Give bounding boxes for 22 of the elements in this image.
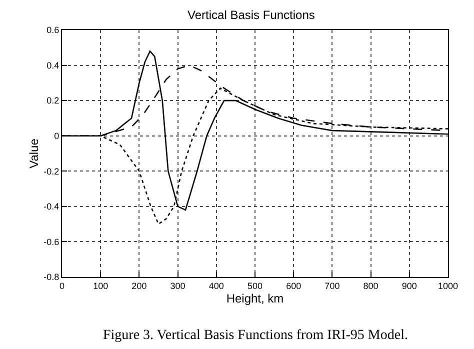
caption: Figure 3. Vertical Basis Functions from IRI-95 Model. xyxy=(103,328,408,343)
x-tick-label: 400 xyxy=(208,280,224,291)
x-tick-label: 200 xyxy=(132,280,147,291)
y-axis-title: Value xyxy=(26,138,41,168)
x-tick-label: 100 xyxy=(93,280,108,291)
y-tick-label: 0.6 xyxy=(46,25,60,36)
chart-title: Vertical Basis Functions xyxy=(188,8,315,22)
x-tick-label: 900 xyxy=(402,280,417,291)
y-tick-label: 0.2 xyxy=(46,96,60,106)
x-tick-label: 800 xyxy=(363,280,378,291)
y-tick-label: -0.2 xyxy=(44,166,60,176)
x-tick-label: 700 xyxy=(324,280,340,291)
x-tick-label: 600 xyxy=(286,280,302,291)
x-tick-label: 300 xyxy=(170,280,186,291)
y-tick-label: -0.4 xyxy=(44,202,60,212)
x-tick-label: 500 xyxy=(247,280,263,291)
x-axis-title: Height, km xyxy=(226,292,284,306)
y-tick-label: -0.6 xyxy=(44,236,60,247)
x-tick-label: 1000 xyxy=(438,280,458,291)
y-tick-label: -0.8 xyxy=(44,272,60,282)
y-tick-label: 0 xyxy=(54,131,60,142)
y-tick-label: 0.4 xyxy=(46,60,60,70)
